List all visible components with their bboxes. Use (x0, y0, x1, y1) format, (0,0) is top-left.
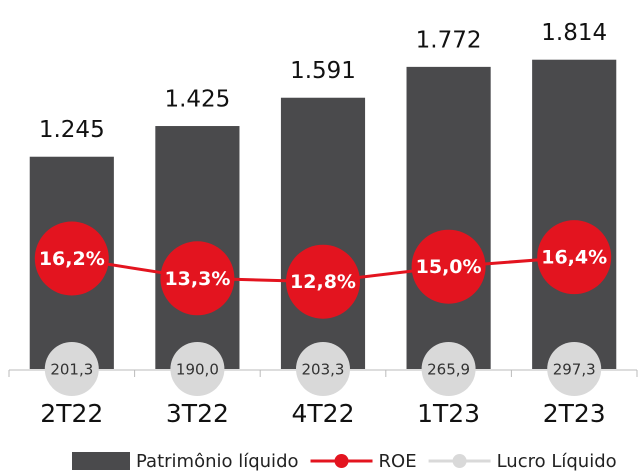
lucro-marker (44, 342, 99, 396)
bar (532, 59, 617, 369)
legend-label: Lucro Líquido (497, 451, 617, 472)
legend-label: ROE (379, 451, 417, 472)
legend-label: Patrimônio líquido (136, 451, 299, 472)
lucro-value-label: 203,3 (302, 361, 345, 379)
bar-value-label: 1.245 (39, 117, 105, 143)
bar-value-label: 1.814 (541, 20, 607, 46)
roe-marker (160, 241, 235, 316)
x-tick-label: 2T22 (40, 399, 103, 428)
bar-value-label: 1.425 (164, 87, 230, 113)
roe-value-label: 12,8% (290, 271, 356, 293)
roe-value-label: 16,2% (39, 248, 105, 270)
bar (280, 97, 366, 369)
roe-marker (34, 221, 109, 296)
bar-value-label: 1.772 (416, 27, 482, 53)
lucro-value-label: 265,9 (427, 361, 470, 379)
x-tick-label: 1T23 (417, 399, 480, 428)
lucro-marker (421, 342, 476, 396)
roe-value-label: 13,3% (164, 268, 230, 290)
x-tick-label: 2T23 (543, 399, 606, 428)
lucro-marker (547, 342, 602, 396)
legend-swatch-dot (452, 454, 467, 468)
bar (406, 66, 491, 370)
legend-swatch-dot (334, 454, 349, 468)
x-tick-label: 3T22 (166, 399, 229, 428)
legend-swatch (72, 452, 130, 470)
roe-marker (411, 229, 486, 304)
lucro-marker (296, 342, 350, 396)
bar-value-label: 1.591 (290, 58, 356, 84)
lucro-value-label: 297,3 (553, 361, 596, 379)
roe-value-label: 16,4% (541, 247, 607, 269)
roe-marker (286, 244, 360, 319)
lucro-marker (170, 342, 225, 396)
x-tick-label: 4T22 (292, 399, 355, 428)
roe-value-label: 15,0% (416, 256, 482, 278)
lucro-value-label: 190,0 (176, 361, 219, 379)
roe-marker (537, 220, 612, 295)
lucro-value-label: 201,3 (50, 361, 93, 379)
